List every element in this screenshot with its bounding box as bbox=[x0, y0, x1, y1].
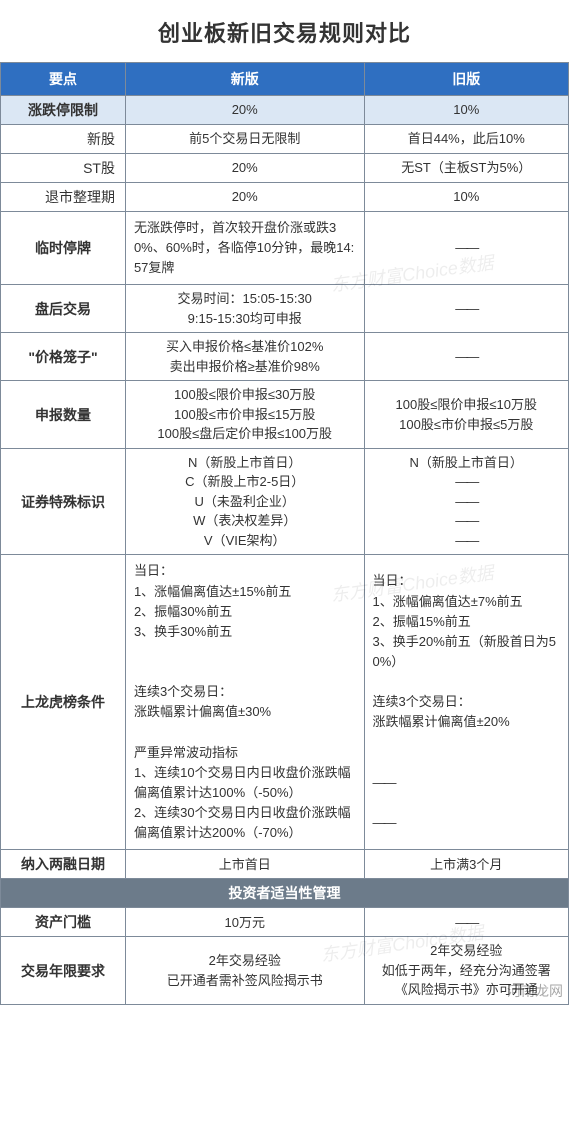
section-header: 投资者适当性管理 bbox=[1, 879, 569, 908]
table-row: 交易年限要求2年交易经验已开通者需补签风险揭示书2年交易经验如低于两年，经充分沟… bbox=[1, 937, 569, 1005]
row-subkey: 退市整理期 bbox=[1, 183, 126, 212]
table-cell: 20% bbox=[125, 183, 364, 212]
table-cell: 上市首日 bbox=[125, 850, 364, 879]
table-cell: 无涨跌停时，首次较开盘价涨或跌30%、60%时，各临停10分钟，最晚14:57复… bbox=[125, 212, 364, 285]
col-header-new: 新版 bbox=[125, 63, 364, 96]
table-cell: 当日：1、涨幅偏离值达±7%前五2、振幅15%前五3、换手20%前五（新股首日为… bbox=[364, 555, 569, 850]
table-cell: 买入申报价格≤基准价102%卖出申报价格≥基准价98% bbox=[125, 333, 364, 381]
table-cell: 交易时间：15:05-15:309:15-15:30均可申报 bbox=[125, 285, 364, 333]
row-key: 纳入两融日期 bbox=[1, 850, 126, 879]
table-cell: 无ST（主板ST为5%） bbox=[364, 154, 569, 183]
table-cell: —— bbox=[364, 908, 569, 937]
page-title: 创业板新旧交易规则对比 bbox=[0, 0, 569, 62]
footer-source: 河南龙网 bbox=[507, 981, 563, 1001]
table-cell: N（新股上市首日）———————— bbox=[364, 448, 569, 555]
row-key: 证券特殊标识 bbox=[1, 448, 126, 555]
row-key: 资产门槛 bbox=[1, 908, 126, 937]
table-cell: 20% bbox=[125, 154, 364, 183]
col-header-key: 要点 bbox=[1, 63, 126, 96]
table-row: "价格笼子"买入申报价格≤基准价102%卖出申报价格≥基准价98%—— bbox=[1, 333, 569, 381]
row-key: 盘后交易 bbox=[1, 285, 126, 333]
col-header-old: 旧版 bbox=[364, 63, 569, 96]
table-row: 涨跌停限制20%10% bbox=[1, 96, 569, 125]
table-cell: 100股≤限价申报≤10万股100股≤市价申报≤5万股 bbox=[364, 381, 569, 449]
table-cell: 前5个交易日无限制 bbox=[125, 125, 364, 154]
table-body: 涨跌停限制20%10%新股前5个交易日无限制首日44%，此后10%ST股20%无… bbox=[1, 96, 569, 1005]
table-row: 盘后交易交易时间：15:05-15:309:15-15:30均可申报—— bbox=[1, 285, 569, 333]
row-key: 申报数量 bbox=[1, 381, 126, 449]
table-row: 申报数量100股≤限价申报≤30万股100股≤市价申报≤15万股100股≤盘后定… bbox=[1, 381, 569, 449]
table-cell: 20% bbox=[125, 96, 364, 125]
row-subkey: 新股 bbox=[1, 125, 126, 154]
table-header-row: 要点 新版 旧版 bbox=[1, 63, 569, 96]
table-row: 证券特殊标识N（新股上市首日）C（新股上市2-5日）U（未盈利企业）W（表决权差… bbox=[1, 448, 569, 555]
section-header-row: 投资者适当性管理 bbox=[1, 879, 569, 908]
table-cell: 10万元 bbox=[125, 908, 364, 937]
table-row: 上龙虎榜条件当日：1、涨幅偏离值达±15%前五2、振幅30%前五3、换手30%前… bbox=[1, 555, 569, 850]
table-cell: 100股≤限价申报≤30万股100股≤市价申报≤15万股100股≤盘后定价申报≤… bbox=[125, 381, 364, 449]
table-cell: —— bbox=[364, 212, 569, 285]
table-cell: 当日：1、涨幅偏离值达±15%前五2、振幅30%前五3、换手30%前五连续3个交… bbox=[125, 555, 364, 850]
row-key: 交易年限要求 bbox=[1, 937, 126, 1005]
table-cell: 首日44%，此后10% bbox=[364, 125, 569, 154]
table-row: 资产门槛10万元—— bbox=[1, 908, 569, 937]
table-cell: N（新股上市首日）C（新股上市2-5日）U（未盈利企业）W（表决权差异）V（VI… bbox=[125, 448, 364, 555]
row-key: "价格笼子" bbox=[1, 333, 126, 381]
row-key: 涨跌停限制 bbox=[1, 96, 126, 125]
row-key: 临时停牌 bbox=[1, 212, 126, 285]
table-cell: —— bbox=[364, 285, 569, 333]
table-row: 退市整理期20%10% bbox=[1, 183, 569, 212]
table-row: ST股20%无ST（主板ST为5%） bbox=[1, 154, 569, 183]
table-cell: 上市满3个月 bbox=[364, 850, 569, 879]
row-key: 上龙虎榜条件 bbox=[1, 555, 126, 850]
table-row: 纳入两融日期上市首日上市满3个月 bbox=[1, 850, 569, 879]
comparison-table: 要点 新版 旧版 涨跌停限制20%10%新股前5个交易日无限制首日44%，此后1… bbox=[0, 62, 569, 1005]
table-cell: 10% bbox=[364, 183, 569, 212]
document-root: 创业板新旧交易规则对比 要点 新版 旧版 涨跌停限制20%10%新股前5个交易日… bbox=[0, 0, 569, 1005]
table-cell: 10% bbox=[364, 96, 569, 125]
table-cell: 2年交易经验已开通者需补签风险揭示书 bbox=[125, 937, 364, 1005]
table-row: 临时停牌无涨跌停时，首次较开盘价涨或跌30%、60%时，各临停10分钟，最晚14… bbox=[1, 212, 569, 285]
table-row: 新股前5个交易日无限制首日44%，此后10% bbox=[1, 125, 569, 154]
table-cell: —— bbox=[364, 333, 569, 381]
row-subkey: ST股 bbox=[1, 154, 126, 183]
